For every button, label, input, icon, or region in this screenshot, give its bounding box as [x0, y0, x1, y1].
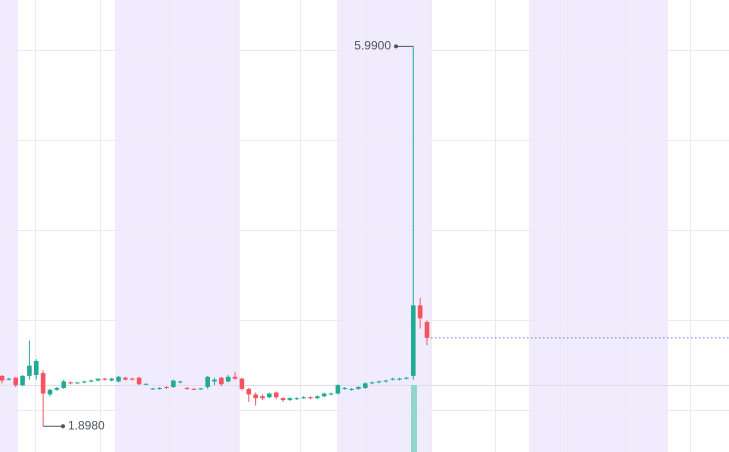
candle-body	[129, 378, 135, 380]
candle-body	[191, 388, 197, 390]
candle-body	[6, 378, 12, 380]
candle-body	[198, 388, 204, 390]
candle-body	[253, 394, 258, 399]
candle-body	[109, 378, 114, 381]
min-dot	[61, 424, 65, 429]
candle-body	[342, 387, 348, 389]
candle-body	[116, 376, 121, 382]
candle-body	[88, 380, 94, 382]
session-band	[115, 0, 240, 452]
session-band	[529, 0, 668, 452]
candle-body	[349, 388, 354, 390]
candle-body	[164, 387, 169, 389]
candle-body	[369, 382, 375, 384]
candle-body	[301, 397, 306, 399]
min-label: 1.8980	[68, 418, 105, 432]
candle-body	[95, 378, 101, 381]
candle-body	[40, 373, 46, 394]
candle-body	[123, 377, 128, 380]
candle-body	[20, 375, 25, 386]
session-bands	[0, 0, 668, 452]
session-band	[0, 0, 18, 452]
candle-body	[184, 387, 190, 389]
candle-body	[81, 381, 87, 383]
candle-body	[246, 388, 252, 395]
candle-body	[0, 375, 5, 381]
candle-body	[397, 378, 402, 380]
candle-body	[75, 382, 80, 384]
candle-body	[356, 387, 361, 389]
candle-body	[225, 376, 231, 382]
candle-body	[308, 397, 313, 399]
candle-body	[61, 381, 66, 388]
plot: 5.9900 1.8980	[0, 39, 729, 432]
candle-body	[280, 398, 286, 401]
candle-body	[424, 322, 430, 338]
candle-body	[171, 380, 176, 388]
session-band	[337, 0, 432, 452]
candle-body	[376, 381, 382, 383]
candle-body	[150, 388, 156, 390]
candle-body	[383, 380, 389, 382]
candle-body	[390, 378, 396, 380]
candle-body	[267, 393, 272, 398]
candle-body	[205, 376, 210, 388]
candle-body	[33, 361, 39, 375]
candle-body	[232, 376, 238, 379]
candle-body	[54, 387, 60, 390]
candle-body	[27, 365, 32, 376]
candle-body	[239, 378, 245, 389]
candle-body	[417, 305, 423, 319]
max-label: 5.9900	[354, 39, 391, 53]
candle-body	[143, 383, 149, 385]
candle-body	[294, 398, 300, 400]
candle-body	[212, 379, 217, 382]
candle-body	[410, 305, 416, 376]
volume-bar	[411, 385, 417, 452]
candle-body	[68, 382, 73, 384]
candle-body	[404, 377, 409, 379]
max-dot	[394, 44, 398, 49]
candle-body	[287, 398, 293, 401]
candle-body	[13, 377, 19, 386]
candle-body	[47, 389, 53, 395]
candle-body	[136, 377, 142, 385]
candle-body	[157, 387, 162, 389]
candle-body	[363, 383, 368, 388]
candle-body	[315, 396, 320, 399]
candle-body	[219, 377, 224, 385]
candle-body	[328, 393, 334, 395]
candle-body	[177, 381, 183, 383]
candle-body	[260, 396, 265, 399]
candle-body	[335, 385, 341, 394]
candle-body	[102, 378, 108, 380]
candle-body	[321, 393, 327, 397]
candle-body	[273, 392, 279, 398]
